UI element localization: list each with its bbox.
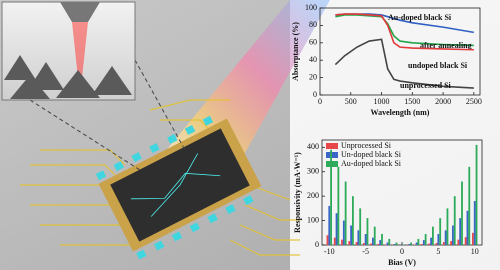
bar [446,208,449,245]
bar [444,230,447,245]
bar [453,196,456,245]
x-axis-label: Bias (V) [388,258,416,267]
x-tick-label: -10 [324,247,335,256]
bar [424,234,427,245]
bar [459,218,462,245]
x-tick-label: -5 [362,247,369,256]
bar [326,235,329,245]
line-series [335,14,474,47]
bar [328,205,331,245]
x-tick-label: 2500 [466,97,482,106]
x-tick-label: 0 [318,97,322,106]
bar [337,166,340,245]
bar [377,244,380,245]
x-tick-label: 2000 [435,97,451,106]
bar [344,181,347,245]
bar [475,144,478,245]
bar [330,149,332,245]
series-label: unprocessed Si [400,81,452,90]
bar [350,225,352,245]
line-series [335,13,474,51]
bar [457,239,460,245]
bar [468,166,471,245]
bar [421,244,423,245]
y-axis-label: Absorptance (%) [291,22,300,81]
legend-label: Un-doped black Si [341,150,402,159]
bar [442,242,445,245]
y-tick-label: 0 [313,90,317,99]
bar [359,208,362,245]
y-tick-label: 300 [307,167,319,176]
x-tick-label: 500 [345,97,357,106]
bar [428,243,431,245]
bar [408,244,411,245]
bar [466,210,469,245]
y-tick-label: 20 [309,72,317,81]
series-label: after annealing [420,41,472,50]
x-tick-label: 10 [471,247,479,256]
x-axis-label: Wavelength (nm) [371,108,430,117]
legend-swatch [326,161,338,167]
line-series [334,38,474,89]
bar [355,242,358,245]
bar [388,238,391,245]
bar [450,241,452,245]
x-tick-label: 0 [400,247,404,256]
bar [381,234,383,245]
legend-label: Unprocessed Si [341,141,392,150]
bar [379,240,382,245]
bar [393,244,396,245]
series-label: undoped black Si [408,61,468,70]
x-tick-label: 1000 [374,97,390,106]
y-tick-label: 400 [307,142,319,151]
x-tick-label: 5 [436,247,440,256]
bar [432,226,434,245]
y-tick-label: 40 [309,55,317,64]
y-tick-label: 100 [307,215,319,224]
bar [352,196,354,245]
bar [348,241,351,245]
bar [372,237,374,245]
bar [437,234,440,245]
bar [422,240,425,245]
bar [395,242,398,245]
y-axis-label: Responsivity (mA·W⁻¹) [293,152,302,233]
bar [464,237,467,245]
bar [472,232,474,245]
bar [410,242,412,245]
y-tick-label: 200 [307,191,319,200]
bar [362,243,365,245]
bar [370,243,372,245]
bar [439,218,442,245]
bar [357,230,360,245]
bar [461,181,463,245]
bar [430,237,432,245]
bar [435,243,438,245]
bar [342,220,345,245]
bar [333,237,336,245]
y-tick-label: 100 [305,3,317,12]
y-tick-label: 60 [309,38,317,47]
bar [417,238,420,245]
y-tick-label: 80 [309,20,317,29]
bar [335,213,338,245]
x-tick-label: 1500 [404,97,420,106]
legend-swatch [326,143,338,149]
bar [341,239,343,245]
bar [386,242,389,245]
bar [373,226,376,245]
bar [364,234,367,245]
bar [473,201,476,245]
plot-frame [319,7,481,96]
bar [452,225,454,245]
y-tick-label: 0 [315,240,319,249]
legend-label: Au-doped black Si [341,159,402,168]
bar [415,242,418,245]
bar [366,218,369,245]
series-label: Au-doped black Si [388,13,452,22]
